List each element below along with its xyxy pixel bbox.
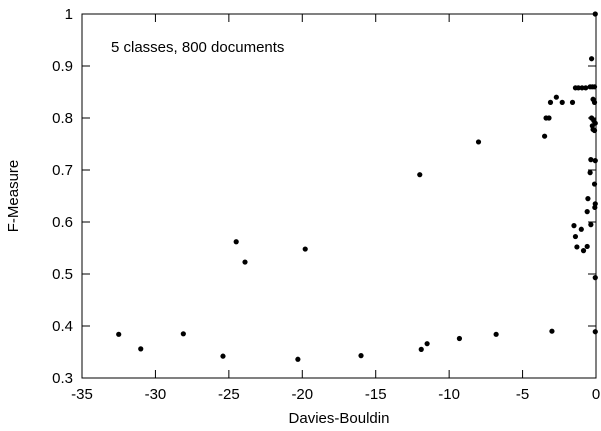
data-point xyxy=(233,239,239,245)
data-point xyxy=(580,248,587,254)
data-point xyxy=(242,259,248,265)
y-tick-label: 0.8 xyxy=(52,110,73,127)
data-point xyxy=(587,170,593,176)
data-point xyxy=(295,356,301,362)
y-tick-label: 0.6 xyxy=(52,214,73,231)
data-point xyxy=(302,246,308,252)
data-point xyxy=(592,275,598,281)
y-tick-label: 1 xyxy=(65,6,73,23)
x-tick-label: -20 xyxy=(291,386,313,403)
data-point xyxy=(575,85,581,91)
data-point xyxy=(584,209,590,215)
data-point xyxy=(549,328,555,334)
data-point xyxy=(592,329,598,335)
data-point xyxy=(579,85,585,91)
data-point xyxy=(585,196,591,202)
y-tick-label: 0.9 xyxy=(52,58,73,75)
axis-ticks xyxy=(81,13,597,379)
data-point xyxy=(547,99,554,105)
chart-annotation: 5 classes, 800 documents xyxy=(111,39,284,56)
y-tick-label: 0.5 xyxy=(52,266,73,283)
data-point xyxy=(591,127,598,134)
data-point xyxy=(588,157,594,163)
data-point xyxy=(475,139,482,145)
data-point xyxy=(588,222,594,228)
data-point xyxy=(584,243,590,250)
data-point xyxy=(592,204,598,211)
x-tick-label: -5 xyxy=(516,386,529,403)
data-point xyxy=(180,331,186,337)
data-point xyxy=(220,353,226,359)
x-axis-label: Davies-Bouldin xyxy=(289,410,390,427)
x-tick-label: -25 xyxy=(218,386,240,403)
y-tick-label: 0.3 xyxy=(52,370,73,387)
tick-labels: -35 -30 -25 -20 -15 -10 -5 0 0.3 0.4 0.5 0.6 0.7 0.8 0… xyxy=(52,6,600,403)
data-point xyxy=(418,346,424,352)
data-point xyxy=(493,331,499,337)
data-point xyxy=(583,85,589,91)
y-axis-label: F-Measure xyxy=(5,160,22,233)
data-point xyxy=(572,233,579,240)
data-point xyxy=(559,99,565,105)
x-tick-label: -30 xyxy=(145,386,167,403)
data-point xyxy=(571,223,577,229)
data-point xyxy=(116,331,122,337)
data-point xyxy=(358,353,364,359)
plot-frame xyxy=(81,13,597,379)
data-point xyxy=(591,84,598,90)
x-tick-label: -15 xyxy=(365,386,387,403)
data-point xyxy=(591,99,598,105)
data-point xyxy=(578,226,584,232)
y-tick-label: 0.4 xyxy=(52,318,73,335)
data-point xyxy=(456,335,463,342)
data-point xyxy=(424,341,430,347)
data-point xyxy=(588,56,595,62)
data-point xyxy=(592,158,598,164)
data-points xyxy=(116,11,598,362)
data-point xyxy=(592,11,598,17)
x-tick-label: -10 xyxy=(438,386,460,403)
data-point xyxy=(569,99,576,105)
x-tick-label: -35 xyxy=(71,386,93,403)
y-tick-label: 0.7 xyxy=(52,162,73,179)
data-point xyxy=(591,181,598,187)
data-point xyxy=(417,172,423,178)
x-tick-label: 0 xyxy=(592,386,600,403)
data-point xyxy=(546,115,552,121)
data-point xyxy=(138,346,144,352)
data-point xyxy=(574,244,580,250)
data-point xyxy=(553,94,559,100)
data-point xyxy=(542,133,548,139)
